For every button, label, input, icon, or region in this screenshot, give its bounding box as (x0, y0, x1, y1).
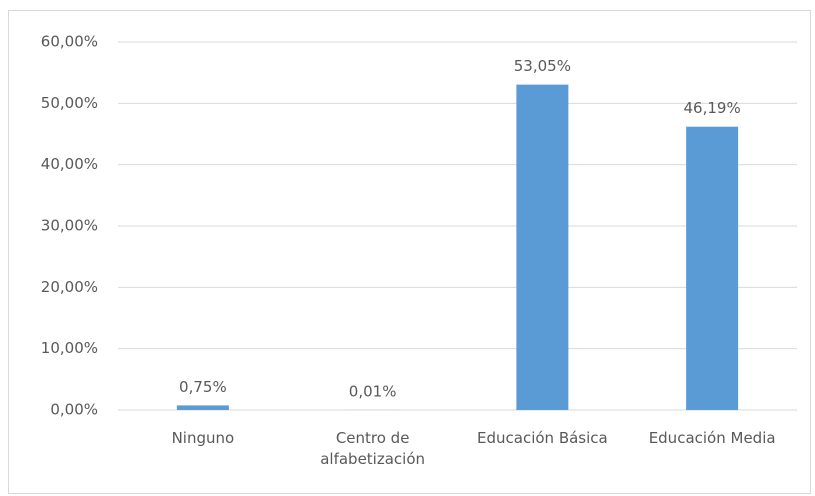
y-tick-label: 0,00% (50, 401, 98, 419)
chart-frame (8, 10, 811, 494)
x-tick-label: Educación Básica (477, 429, 608, 447)
y-tick-label: 10,00% (41, 339, 98, 357)
bar (176, 405, 229, 410)
y-tick-label: 50,00% (41, 94, 98, 112)
bar (516, 84, 569, 411)
x-tick-label: Centro de alfabetización (320, 429, 426, 468)
data-label: 0,75% (179, 378, 227, 396)
data-label: 0,01% (349, 382, 397, 400)
bar (686, 126, 739, 411)
x-tick-label: Ninguno (171, 429, 235, 447)
y-tick-label: 20,00% (41, 278, 98, 296)
x-tick-label: Educación Media (648, 429, 776, 447)
y-tick-label: 40,00% (41, 155, 98, 173)
y-tick-label: 30,00% (41, 217, 98, 235)
y-tick-label: 60,00% (41, 33, 98, 51)
data-label: 53,05% (514, 57, 571, 75)
data-label: 46,19% (684, 99, 741, 117)
